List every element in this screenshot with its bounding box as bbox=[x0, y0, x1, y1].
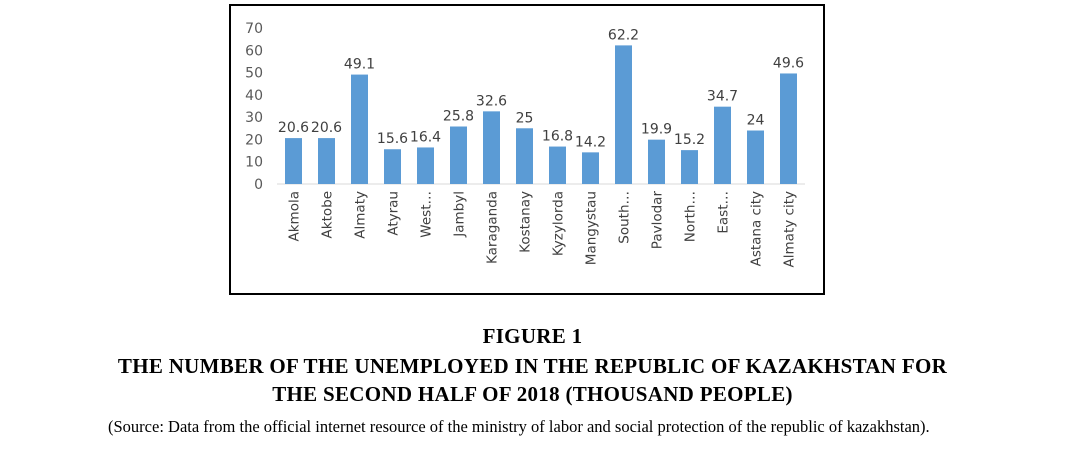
source-note: (Source: Data from the official internet… bbox=[108, 417, 930, 436]
data-label: 32.6 bbox=[476, 93, 507, 109]
bar-chart: 0 10 20 30 40 50 60 70 20.6 Akmola 20.6 Aktobe 49.1 A… bbox=[245, 21, 805, 267]
bar bbox=[714, 106, 731, 184]
figure-label: FIGURE 1 bbox=[482, 324, 583, 348]
bar bbox=[285, 138, 302, 184]
bar bbox=[582, 152, 599, 184]
bar bbox=[417, 147, 434, 184]
data-label: 25.8 bbox=[443, 109, 474, 125]
x-category-label: Kostanay bbox=[518, 191, 534, 253]
y-tick-label: 0 bbox=[254, 177, 263, 193]
x-category-label: Aktobe bbox=[320, 191, 336, 238]
data-label: 49.1 bbox=[344, 57, 375, 73]
x-category-label: Almaty bbox=[353, 191, 369, 239]
x-category-label: North… bbox=[683, 191, 699, 242]
x-category-label: Almaty city bbox=[782, 191, 798, 267]
bar bbox=[615, 45, 632, 184]
bar bbox=[648, 139, 665, 184]
bar bbox=[681, 150, 698, 184]
x-category-label: Kyzylorda bbox=[551, 191, 567, 256]
data-label: 16.8 bbox=[542, 129, 573, 145]
bar bbox=[516, 128, 533, 184]
bar bbox=[549, 146, 566, 184]
bar bbox=[483, 111, 500, 184]
data-label: 25 bbox=[516, 110, 534, 126]
y-tick-label: 10 bbox=[245, 155, 263, 171]
data-label: 62.2 bbox=[608, 27, 639, 43]
data-label: 20.6 bbox=[278, 120, 309, 136]
y-tick-label: 40 bbox=[245, 88, 263, 104]
bar bbox=[351, 74, 368, 184]
x-category-label: West… bbox=[419, 191, 435, 238]
bar bbox=[384, 149, 401, 184]
bar bbox=[450, 126, 467, 184]
figure-title-line-2: THE SECOND HALF OF 2018 (THOUSAND PEOPLE… bbox=[272, 382, 793, 406]
y-tick-label: 20 bbox=[245, 132, 263, 148]
data-label: 19.9 bbox=[641, 122, 672, 138]
chart-frame: 0 10 20 30 40 50 60 70 20.6 Akmola 20.6 Aktobe 49.1 A… bbox=[229, 4, 825, 295]
x-category-label: Pavlodar bbox=[650, 191, 666, 250]
y-tick-label: 70 bbox=[245, 21, 263, 37]
data-label: 16.4 bbox=[410, 129, 441, 145]
data-label: 49.6 bbox=[773, 55, 804, 71]
bar bbox=[318, 138, 335, 184]
x-category-label: Karaganda bbox=[485, 191, 501, 264]
y-tick-label: 50 bbox=[245, 66, 263, 82]
data-label: 24 bbox=[747, 113, 765, 129]
x-category-label: Mangystau bbox=[584, 191, 600, 265]
y-tick-label: 60 bbox=[245, 43, 263, 59]
x-category-label: Astana city bbox=[749, 191, 765, 266]
x-category-label: Atyrau bbox=[386, 191, 402, 236]
x-category-label: Akmola bbox=[287, 191, 303, 242]
data-label: 34.7 bbox=[707, 89, 738, 105]
x-category-label: South… bbox=[617, 191, 633, 244]
data-label: 15.6 bbox=[377, 131, 408, 147]
bar bbox=[780, 73, 797, 184]
data-label: 14.2 bbox=[575, 134, 606, 150]
figure-title-line-1: THE NUMBER OF THE UNEMPLOYED IN THE REPU… bbox=[117, 354, 948, 378]
y-tick-label: 30 bbox=[245, 110, 263, 126]
bar bbox=[747, 130, 764, 184]
x-category-label: Jambyl bbox=[452, 191, 468, 238]
data-label: 15.2 bbox=[674, 132, 705, 148]
x-category-label: East… bbox=[716, 191, 732, 234]
data-label: 20.6 bbox=[311, 120, 342, 136]
